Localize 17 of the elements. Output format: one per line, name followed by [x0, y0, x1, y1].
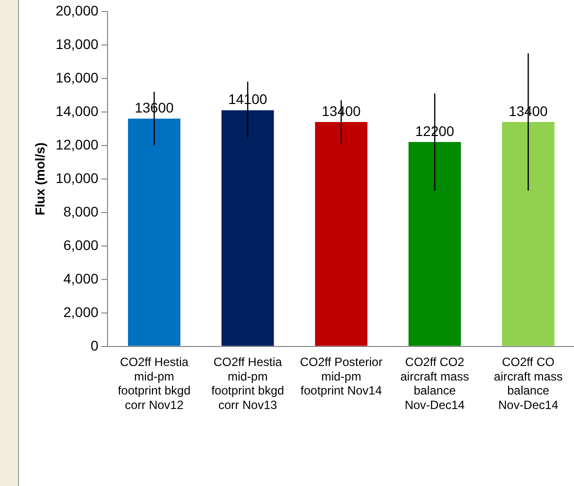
- y-tick-label: 6,000: [63, 236, 99, 253]
- y-tick-label: 12,000: [56, 136, 99, 152]
- y-tick-label: 10,000: [56, 170, 99, 186]
- y-tick-label: 20,000: [56, 2, 99, 18]
- y-axis-title: Flux (mol/s): [32, 142, 48, 216]
- x-tick-label: CO2ff CO aircraft mass balance Nov-Dec14: [494, 354, 563, 412]
- y-tick-label: 14,000: [56, 102, 99, 119]
- y-tick-label: 8,000: [63, 203, 99, 220]
- x-tick-label: CO2ff Posterior mid-pm footprint Nov14: [300, 354, 382, 398]
- y-tick-label: 4,000: [63, 270, 99, 286]
- x-tick-label: CO2ff CO2 aircraft mass balance Nov-Dec14: [400, 354, 470, 412]
- y-tick-label: 18,000: [56, 36, 99, 52]
- y-tick-label: 0: [90, 337, 99, 354]
- x-tick-label: CO2ff Hestia mid-pm footprint bkgd corr Nov12: [118, 354, 191, 412]
- x-tick-label: CO2ff Hestia mid-pm footprint bkgd corr Nov13: [211, 354, 284, 412]
- y-tick-label: 2,000: [63, 304, 99, 320]
- y-tick-label: 16,000: [56, 69, 99, 86]
